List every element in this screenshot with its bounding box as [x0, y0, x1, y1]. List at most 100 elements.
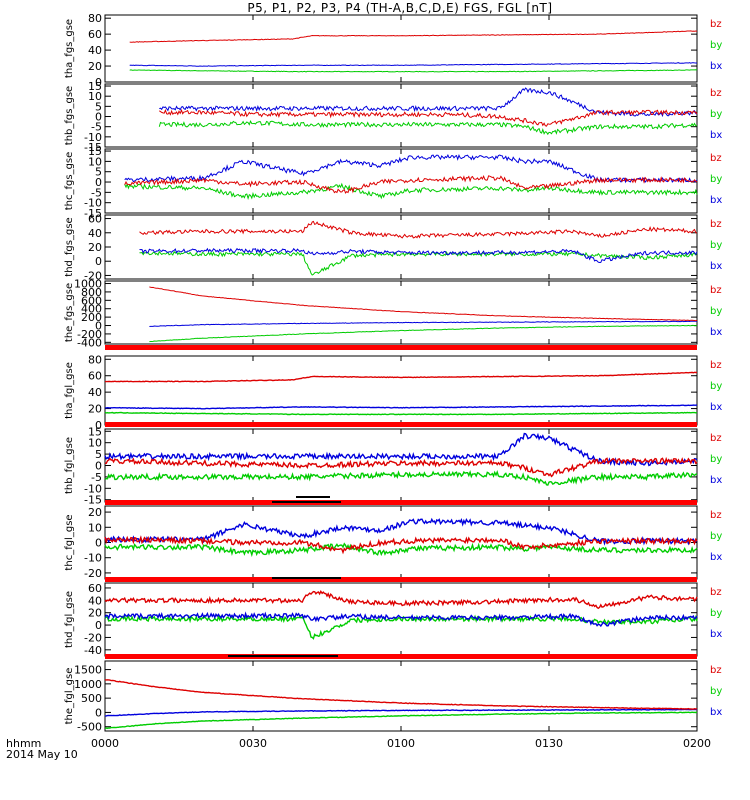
flag-bar [105, 654, 697, 659]
y-tick-label: -200 [77, 328, 102, 341]
legend-bx: bx [710, 61, 722, 72]
y-tick-label: 80 [88, 12, 102, 25]
series-line-bz [104, 535, 698, 555]
series-line-bx [104, 611, 698, 628]
y-tick-label: 40 [88, 227, 102, 240]
series-line-bz [149, 286, 698, 322]
y-tick-label: -20 [84, 269, 102, 282]
y-tick-label: 0 [95, 255, 102, 268]
series-line-by [139, 250, 698, 276]
legend-by: by [710, 686, 722, 697]
series-line-by [104, 542, 698, 558]
series-line-by [124, 182, 698, 200]
time-axis-label-date: 2014 May 10 [6, 748, 78, 761]
series-line-by [104, 411, 698, 416]
chart-title: P5, P1, P2, P3, P4 (TH-A,B,C,D,E) FGS, F… [247, 1, 553, 15]
y-tick-label: 15 [88, 425, 102, 438]
y-tick-label: 40 [88, 594, 102, 607]
series-line-by [104, 711, 698, 730]
y-tick-label: 0 [95, 76, 102, 89]
series-line-bz [104, 456, 698, 478]
y-tick-label: 40 [88, 44, 102, 57]
series-line-bz [129, 30, 698, 43]
flag-bar [105, 577, 697, 582]
legend-by: by [710, 109, 722, 120]
series-line-bx [104, 404, 698, 410]
legend-bx: bx [710, 195, 722, 206]
flag-bar [105, 422, 697, 427]
y-tick-label: 0 [95, 619, 102, 632]
y-tick-label: 1000 [74, 678, 102, 691]
x-tick-label: 0030 [239, 737, 267, 750]
y-tick-label: -5 [91, 121, 102, 134]
legend-bx: bx [710, 707, 722, 718]
y-tick-label: -10 [84, 482, 102, 495]
legend-bx: bx [710, 261, 722, 272]
y-tick-label: 60 [88, 370, 102, 383]
y-tick-label: 40 [88, 386, 102, 399]
y-tick-label: -40 [84, 644, 102, 657]
series-line-bz [104, 590, 698, 610]
y-tick-label: 80 [88, 353, 102, 366]
y-tick-label: 0 [95, 460, 102, 473]
legend-bx: bx [710, 402, 722, 413]
legend-bz: bz [710, 587, 722, 598]
series-line-by [104, 470, 698, 486]
y-tick-label: 10 [88, 90, 102, 103]
panel-frame [104, 428, 698, 503]
y-tick-label: -15 [84, 494, 102, 507]
y-tick-label: 15 [88, 80, 102, 93]
series-line-bx [124, 153, 698, 184]
legend-bz: bz [710, 510, 722, 521]
y-tick-label: 20 [88, 60, 102, 73]
series-line-bz [124, 175, 698, 194]
y-tick-label: 20 [88, 506, 102, 519]
series-line-bx [149, 320, 698, 327]
y-tick-label: -10 [84, 131, 102, 144]
y-tick-label: 0 [95, 537, 102, 550]
y-tick-label: 1500 [74, 664, 102, 677]
legend-by: by [710, 381, 722, 392]
y-tick-label: -5 [91, 471, 102, 484]
x-tick-label: 0100 [387, 737, 415, 750]
x-tick-label: 0200 [683, 737, 711, 750]
y-axis-label: thc_fgs_gse [64, 152, 75, 211]
y-tick-label: 60 [88, 582, 102, 595]
y-tick-label: 60 [88, 213, 102, 226]
legend-by: by [710, 531, 722, 542]
legend-bz: bz [710, 665, 722, 676]
series-line-bx [139, 247, 698, 264]
y-axis-label: thb_fgs_gse [64, 86, 75, 145]
legend-bx: bx [710, 552, 722, 563]
series-line-bz [105, 371, 698, 383]
y-tick-label: 20 [88, 403, 102, 416]
legend-bz: bz [710, 19, 722, 30]
series-line-by [104, 614, 698, 640]
series-line-bz [104, 679, 698, 710]
y-tick-label: -10 [84, 552, 102, 565]
flag-bar [105, 500, 697, 505]
legend-by: by [710, 454, 722, 465]
y-tick-label: 15 [88, 145, 102, 158]
legend-bx: bx [710, 629, 722, 640]
y-tick-label: 600 [81, 294, 102, 307]
y-tick-label: 10 [88, 437, 102, 450]
legend-bx: bx [710, 327, 722, 338]
legend-by: by [710, 174, 722, 185]
legend-by: by [710, 608, 722, 619]
series-line-bx [104, 517, 698, 546]
y-tick-label: 0 [95, 176, 102, 189]
series-line-bz [139, 220, 698, 239]
y-tick-label: 1000 [74, 278, 102, 291]
y-tick-label: 0 [95, 111, 102, 124]
y-tick-label: -15 [84, 141, 102, 154]
legend-by: by [710, 306, 722, 317]
y-tick-label: -20 [84, 567, 102, 580]
y-tick-label: 500 [81, 692, 102, 705]
legend-bz: bz [710, 153, 722, 164]
y-tick-label: 10 [88, 521, 102, 534]
series-line-bz [159, 108, 698, 127]
x-tick-label: 0000 [91, 737, 119, 750]
legend-by: by [710, 240, 722, 251]
